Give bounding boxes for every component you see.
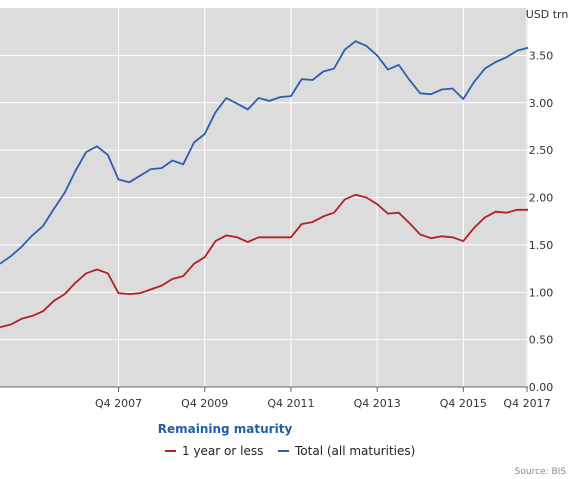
x-tick-label: Q4 2007 — [95, 397, 142, 410]
series-line-1 — [0, 193, 528, 329]
legend-label-1: 1 year or less — [182, 444, 263, 458]
y-tick-label: 2.00 — [529, 192, 554, 205]
legend-title: Remaining maturity — [158, 422, 293, 436]
y-tick-label: 1.00 — [529, 286, 554, 299]
y-tick-label: 3.00 — [529, 97, 554, 110]
y-tick-label: 2.50 — [529, 144, 554, 157]
legend: Remaining maturity 1 year or less Total (… — [158, 422, 416, 458]
y-axis: USD trn 0.00 0.50 1.00 1.50 2.00 2.50 3.00 3.50 — [526, 8, 569, 394]
x-axis: Q4 2007 Q4 2009 Q4 2011 Q4 2013 Q4 2015 Q4 20… — [0, 386, 551, 410]
vertical-gridlines — [118, 8, 528, 387]
series-layer — [0, 40, 529, 329]
x-tick-label: Q4 2009 — [181, 397, 228, 410]
x-tick-label: Q4 2013 — [354, 397, 401, 410]
y-tick-label: 1.50 — [529, 239, 554, 252]
source-note: Source: BIS — [515, 467, 567, 477]
y-tick-label: 0.00 — [529, 381, 554, 394]
y-axis-unit: USD trn — [526, 8, 569, 21]
x-tick-label: Q4 2017 — [503, 397, 550, 410]
y-tick-label: 0.50 — [529, 334, 554, 347]
y-tick-label: 3.50 — [529, 49, 554, 62]
x-tick-label: Q4 2011 — [267, 397, 314, 410]
series-line-2 — [0, 40, 529, 265]
legend-label-2: Total (all maturities) — [294, 444, 415, 458]
x-tick-label: Q4 2015 — [440, 397, 487, 410]
